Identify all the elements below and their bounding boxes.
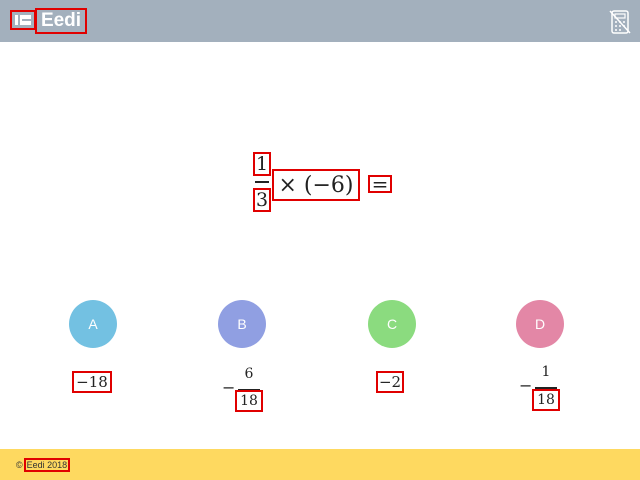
choice-c-answer: −2 (376, 371, 404, 393)
choice-d-answer: − 1 18 (517, 364, 561, 411)
calculator-disabled-icon[interactable] (608, 9, 632, 35)
equals-sign: = (368, 172, 392, 196)
copyright-symbol: © (16, 460, 23, 470)
choice-b-denominator: 18 (235, 390, 263, 412)
multiplication-expression: × (−6) (272, 169, 360, 201)
eedi-logo-mark-icon (10, 10, 36, 30)
top-bar: Eedi (0, 0, 640, 42)
choice-a-answer: −18 (72, 371, 112, 393)
choice-d-button[interactable]: D (516, 300, 564, 348)
choice-d-fraction-bar (535, 387, 557, 389)
fraction-denominator: 3 (253, 188, 271, 212)
copyright-text: Eedi 2018 (23, 458, 71, 472)
choice-b-button[interactable]: B (218, 300, 266, 348)
choice-d-denominator: 18 (532, 389, 560, 411)
choice-b-sign: − (222, 378, 236, 397)
choice-a-button[interactable]: A (69, 300, 117, 348)
choice-c-button[interactable]: C (368, 300, 416, 348)
choice-b-numerator: 6 (244, 366, 254, 382)
eedi-logo-text: Eedi (35, 8, 87, 34)
choice-d-sign: − (519, 376, 533, 395)
choice-d-numerator: 1 (541, 364, 551, 380)
choice-b-answer: − 6 18 (220, 366, 264, 412)
copyright: © Eedi 2018 (16, 458, 71, 472)
question-expression: 1 3 × (−6) = (0, 148, 640, 218)
fraction-numerator: 1 (253, 152, 271, 176)
choice-b-fraction-bar (238, 389, 260, 391)
footer: © Eedi 2018 (0, 449, 640, 480)
fraction-bar (255, 181, 269, 183)
